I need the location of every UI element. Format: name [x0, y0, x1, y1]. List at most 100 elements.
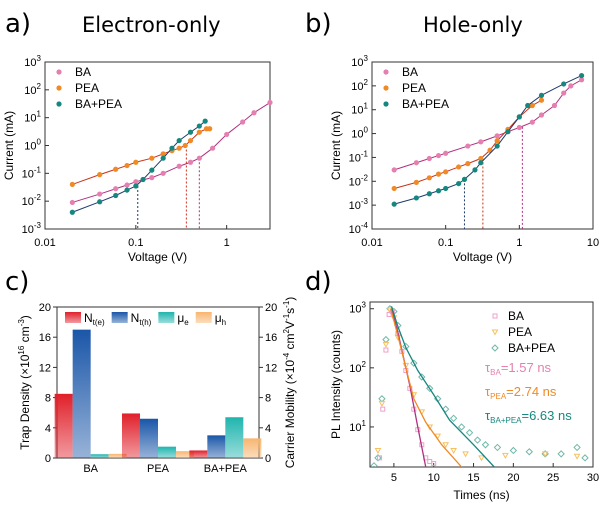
x-tick-label: 0.1: [128, 237, 143, 249]
data-point: [124, 187, 130, 193]
lifetime-annotation: τBA+PEA=6.63 ns: [485, 408, 572, 425]
x-tick-label: 1: [516, 237, 522, 249]
data-point: [133, 179, 139, 185]
data-point: [505, 129, 511, 135]
text-part: τ: [485, 384, 491, 399]
data-point: [573, 453, 581, 460]
data-point: [202, 118, 208, 124]
x-tick-label: 15: [467, 472, 479, 484]
data-point: [465, 428, 474, 437]
data-point: [491, 329, 499, 336]
series-BA: [391, 77, 585, 173]
text-part: Carrier Mobility (×10: [283, 360, 297, 469]
text-part: -2: [34, 193, 42, 202]
y-tick-label: 101: [349, 419, 366, 434]
y-tick-label: 101: [351, 102, 368, 117]
data-point: [426, 384, 434, 393]
bar-muh: [176, 451, 194, 458]
y-tick-label: 10-3: [22, 221, 42, 236]
text-part: -3: [361, 197, 369, 206]
text-part: 10: [24, 57, 36, 69]
data-point: [457, 423, 466, 431]
text-part: BA+PEA: [490, 416, 522, 425]
data-point: [529, 102, 535, 109]
lifetime-annotation: τBA=1.57 ns: [485, 360, 552, 377]
panel-hole-only: 0.01 0.1 1 1010-410-310-210-1100101102103Vo…: [329, 54, 599, 264]
data-point: [97, 199, 103, 205]
data-point: [224, 131, 230, 138]
legend-label: BA: [508, 309, 524, 323]
text-part: 10: [349, 363, 361, 375]
fit-line: [394, 79, 582, 171]
text-part: μ: [177, 311, 184, 325]
series-BA+PEA: [69, 118, 208, 215]
bar-muh: [243, 438, 262, 458]
data-point: [581, 454, 589, 462]
text-part: 10: [351, 105, 363, 117]
text-part: ): [283, 297, 297, 301]
data-point: [461, 176, 468, 182]
text-part: h: [222, 318, 226, 327]
text-part: 10: [22, 224, 34, 236]
data-point: [481, 441, 490, 449]
text-part: BA: [490, 368, 501, 377]
fit-line: [394, 75, 582, 205]
data-point: [209, 145, 216, 151]
data-point: [410, 359, 418, 367]
legend-label: BA+PEA: [75, 97, 122, 111]
x-axis-label: Voltage (V): [128, 250, 187, 264]
data-point: [541, 451, 549, 458]
data-point: [561, 81, 567, 87]
y-tick-label: 10-1: [22, 165, 42, 180]
text-part: τ: [485, 360, 491, 375]
data-point: [426, 191, 432, 197]
text-part: 10: [351, 57, 363, 69]
data-point: [251, 110, 257, 116]
data-point: [435, 188, 442, 194]
text-part: -4: [282, 352, 291, 360]
y-tick-label: 102: [24, 82, 41, 97]
text-part: 10: [349, 224, 361, 236]
x-tick-label: 30: [587, 472, 599, 484]
data-point: [441, 405, 450, 413]
data-point: [456, 180, 462, 187]
data-point: [113, 166, 119, 172]
data-point: [370, 462, 378, 467]
data-point: [382, 335, 390, 344]
data-point: [568, 83, 574, 89]
panel-label-c: c): [5, 267, 29, 297]
data-point: [492, 313, 498, 319]
legend-swatch: [158, 312, 175, 323]
data-point: [196, 155, 202, 161]
legend-label: BA: [75, 65, 91, 79]
text-part: 10: [22, 168, 34, 180]
data-point: [435, 171, 442, 177]
data-point: [426, 155, 432, 162]
legend-swatch: [65, 312, 81, 323]
data-point: [149, 167, 155, 173]
text-part: 10: [24, 85, 36, 97]
x-tick-label: 0.01: [34, 237, 55, 249]
y-tick-label: 10-2: [349, 173, 369, 188]
data-point: [240, 119, 246, 125]
text-part: 10: [24, 113, 36, 125]
bar-Nte: [122, 413, 140, 458]
data-point: [557, 450, 565, 458]
text-part: 10: [22, 196, 34, 208]
data-point: [472, 167, 478, 173]
series-BA: [69, 99, 273, 206]
data-point: [435, 152, 442, 159]
bar-mue: [225, 417, 244, 458]
bar-Nth: [140, 418, 158, 458]
text-part: N: [131, 311, 140, 325]
x-tick-label: BA: [83, 463, 98, 475]
data-point: [516, 114, 522, 120]
data-point: [382, 341, 390, 348]
panel-label-d: d): [305, 267, 332, 297]
data-point: [187, 129, 194, 135]
data-point: [383, 347, 389, 353]
data-point: [391, 167, 397, 173]
text-part: 1: [362, 419, 367, 428]
data-point: [380, 406, 386, 412]
